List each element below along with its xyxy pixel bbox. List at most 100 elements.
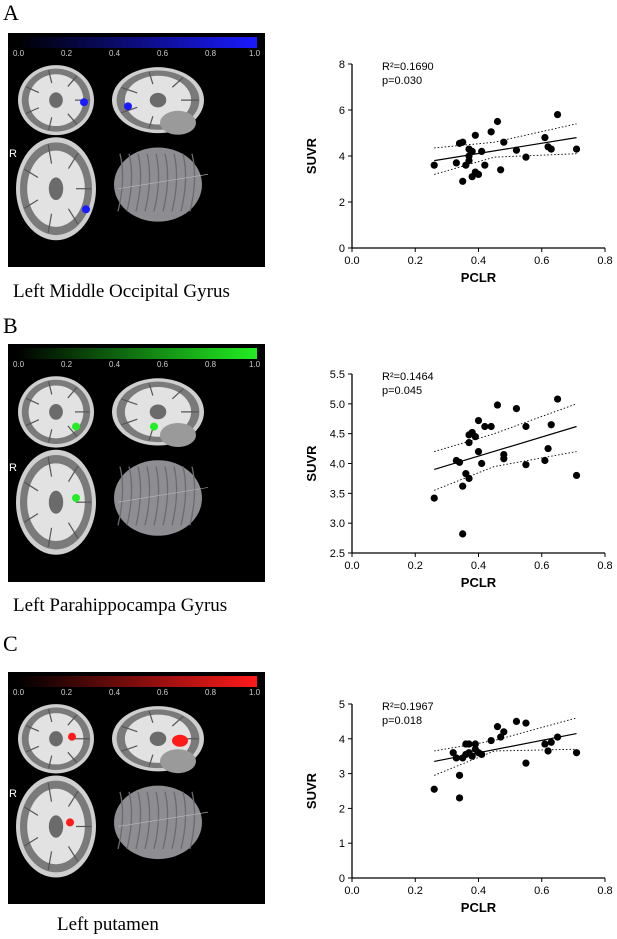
- data-point: [541, 456, 549, 465]
- colorbar-tick: 1.0: [249, 688, 261, 697]
- activation-blob: [80, 98, 88, 107]
- data-point: [474, 416, 483, 425]
- colorbar-tick: 0.4: [109, 49, 121, 58]
- y-tick-label: 0: [339, 873, 345, 885]
- ci-upper-line: [434, 403, 577, 452]
- data-point: [465, 474, 473, 483]
- y-tick-label: 8: [339, 59, 345, 71]
- side-label: R: [9, 462, 17, 474]
- data-point: [512, 146, 521, 154]
- sagittal-slice: [112, 378, 204, 447]
- data-point: [544, 747, 552, 755]
- x-tick-label: 0.8: [597, 255, 612, 267]
- data-point: [522, 422, 530, 431]
- r-squared-annotation: R²=0.1690: [382, 61, 434, 73]
- x-tick-label: 0.2: [408, 885, 423, 897]
- y-tick-label: 1: [339, 838, 345, 850]
- activation-blob: [82, 205, 90, 214]
- data-point: [487, 422, 495, 431]
- y-tick-label: 3.5: [330, 488, 345, 500]
- x-axis-label: PCLR: [461, 575, 497, 590]
- data-point: [452, 754, 460, 762]
- data-point: [541, 134, 549, 142]
- data-point: [481, 422, 489, 431]
- y-tick-label: 5: [339, 699, 345, 711]
- data-point: [452, 159, 460, 167]
- colorbar-tick: 0.8: [205, 360, 217, 369]
- axial-slice: [16, 775, 96, 878]
- data-point: [553, 395, 562, 403]
- y-tick-label: 2.5: [330, 548, 345, 560]
- colorbar: [17, 676, 257, 687]
- sagittal-slice: [112, 706, 204, 774]
- y-tick-label: 2: [339, 803, 345, 815]
- y-tick-label: 3.0: [330, 518, 345, 530]
- colorbar-tick: 0.8: [205, 688, 217, 697]
- brain-slices: [16, 65, 209, 241]
- scatter-chart-c: 0.0 0.2 0.4 0.6 0.8 0 1 2 3 4 5 PCLR SUVR R²=0.1967 p=…: [304, 699, 613, 915]
- data-point: [547, 738, 555, 746]
- data-point: [465, 157, 473, 165]
- activation-blob: [68, 732, 76, 741]
- y-tick-label: 6: [339, 105, 345, 117]
- x-axis-label: PCLR: [461, 270, 497, 285]
- x-tick-label: 0.6: [534, 885, 549, 897]
- data-point: [478, 459, 486, 468]
- data-point: [465, 439, 473, 447]
- data-point: [547, 145, 555, 153]
- data-point: [487, 736, 495, 745]
- colorbar: [17, 37, 257, 48]
- x-tick-label: 0.0: [344, 560, 359, 572]
- data-point: [497, 733, 505, 741]
- x-tick-label: 0.0: [344, 885, 359, 897]
- data-point: [459, 138, 467, 146]
- y-axis-label: SUVR: [304, 445, 319, 482]
- sagittal-slice: [112, 67, 204, 135]
- brain-slices: [16, 704, 209, 878]
- p-value-annotation: p=0.018: [382, 715, 422, 727]
- y-tick-label: 0: [339, 243, 345, 255]
- activation-blob: [72, 494, 80, 502]
- data-point: [500, 138, 508, 146]
- data-point: [572, 145, 581, 153]
- caption-c: Left putamen: [57, 914, 159, 935]
- data-point: [493, 401, 502, 409]
- data-point: [544, 444, 552, 453]
- x-tick-label: 0.6: [534, 560, 549, 572]
- data-point: [459, 177, 467, 185]
- data-point: [430, 785, 438, 793]
- r-squared-annotation: R²=0.1967: [382, 701, 434, 713]
- y-tick-label: 4.0: [330, 459, 345, 471]
- data-point: [468, 147, 476, 155]
- activation-blob: [124, 102, 132, 111]
- colorbar-tick: 0.2: [61, 360, 73, 369]
- data-point: [481, 161, 489, 169]
- panel-letter-b: B: [3, 313, 18, 338]
- x-tick-label: 0.8: [597, 885, 612, 897]
- side-label: R: [9, 788, 17, 800]
- x-tick-label: 0.4: [471, 255, 486, 267]
- data-point: [455, 458, 464, 466]
- data-point: [512, 717, 521, 725]
- brain-figure-c: 0.0 0.2 0.4 0.6 0.8 1.0 R: [8, 672, 265, 904]
- caption-a: Left Middle Occipital Gyrus: [13, 281, 230, 302]
- data-point: [547, 421, 555, 429]
- regression-line: [434, 137, 577, 162]
- data-point: [512, 405, 521, 413]
- x-tick-label: 0.6: [534, 255, 549, 267]
- colorbar-tick: 0.0: [13, 49, 25, 58]
- brain-slices: [16, 376, 209, 555]
- scatter-chart-b: 0.0 0.2 0.4 0.6 0.8 2.5 3.0 3.5 4.0 4.5 5.0 5.5 PCLR…: [304, 369, 613, 590]
- data-point: [522, 153, 530, 161]
- y-tick-label: 4.5: [330, 429, 345, 441]
- colorbar-tick: 0.4: [109, 360, 121, 369]
- coronal-slice: [18, 65, 94, 136]
- colorbar-tick: 0.0: [13, 360, 25, 369]
- brain-3d-render: [114, 147, 209, 222]
- ci-upper-line: [434, 123, 577, 149]
- ci-lower-line: [434, 451, 577, 491]
- data-point: [430, 161, 438, 169]
- data-point: [468, 752, 476, 760]
- colorbar-tick: 1.0: [249, 360, 261, 369]
- data-point: [522, 461, 530, 469]
